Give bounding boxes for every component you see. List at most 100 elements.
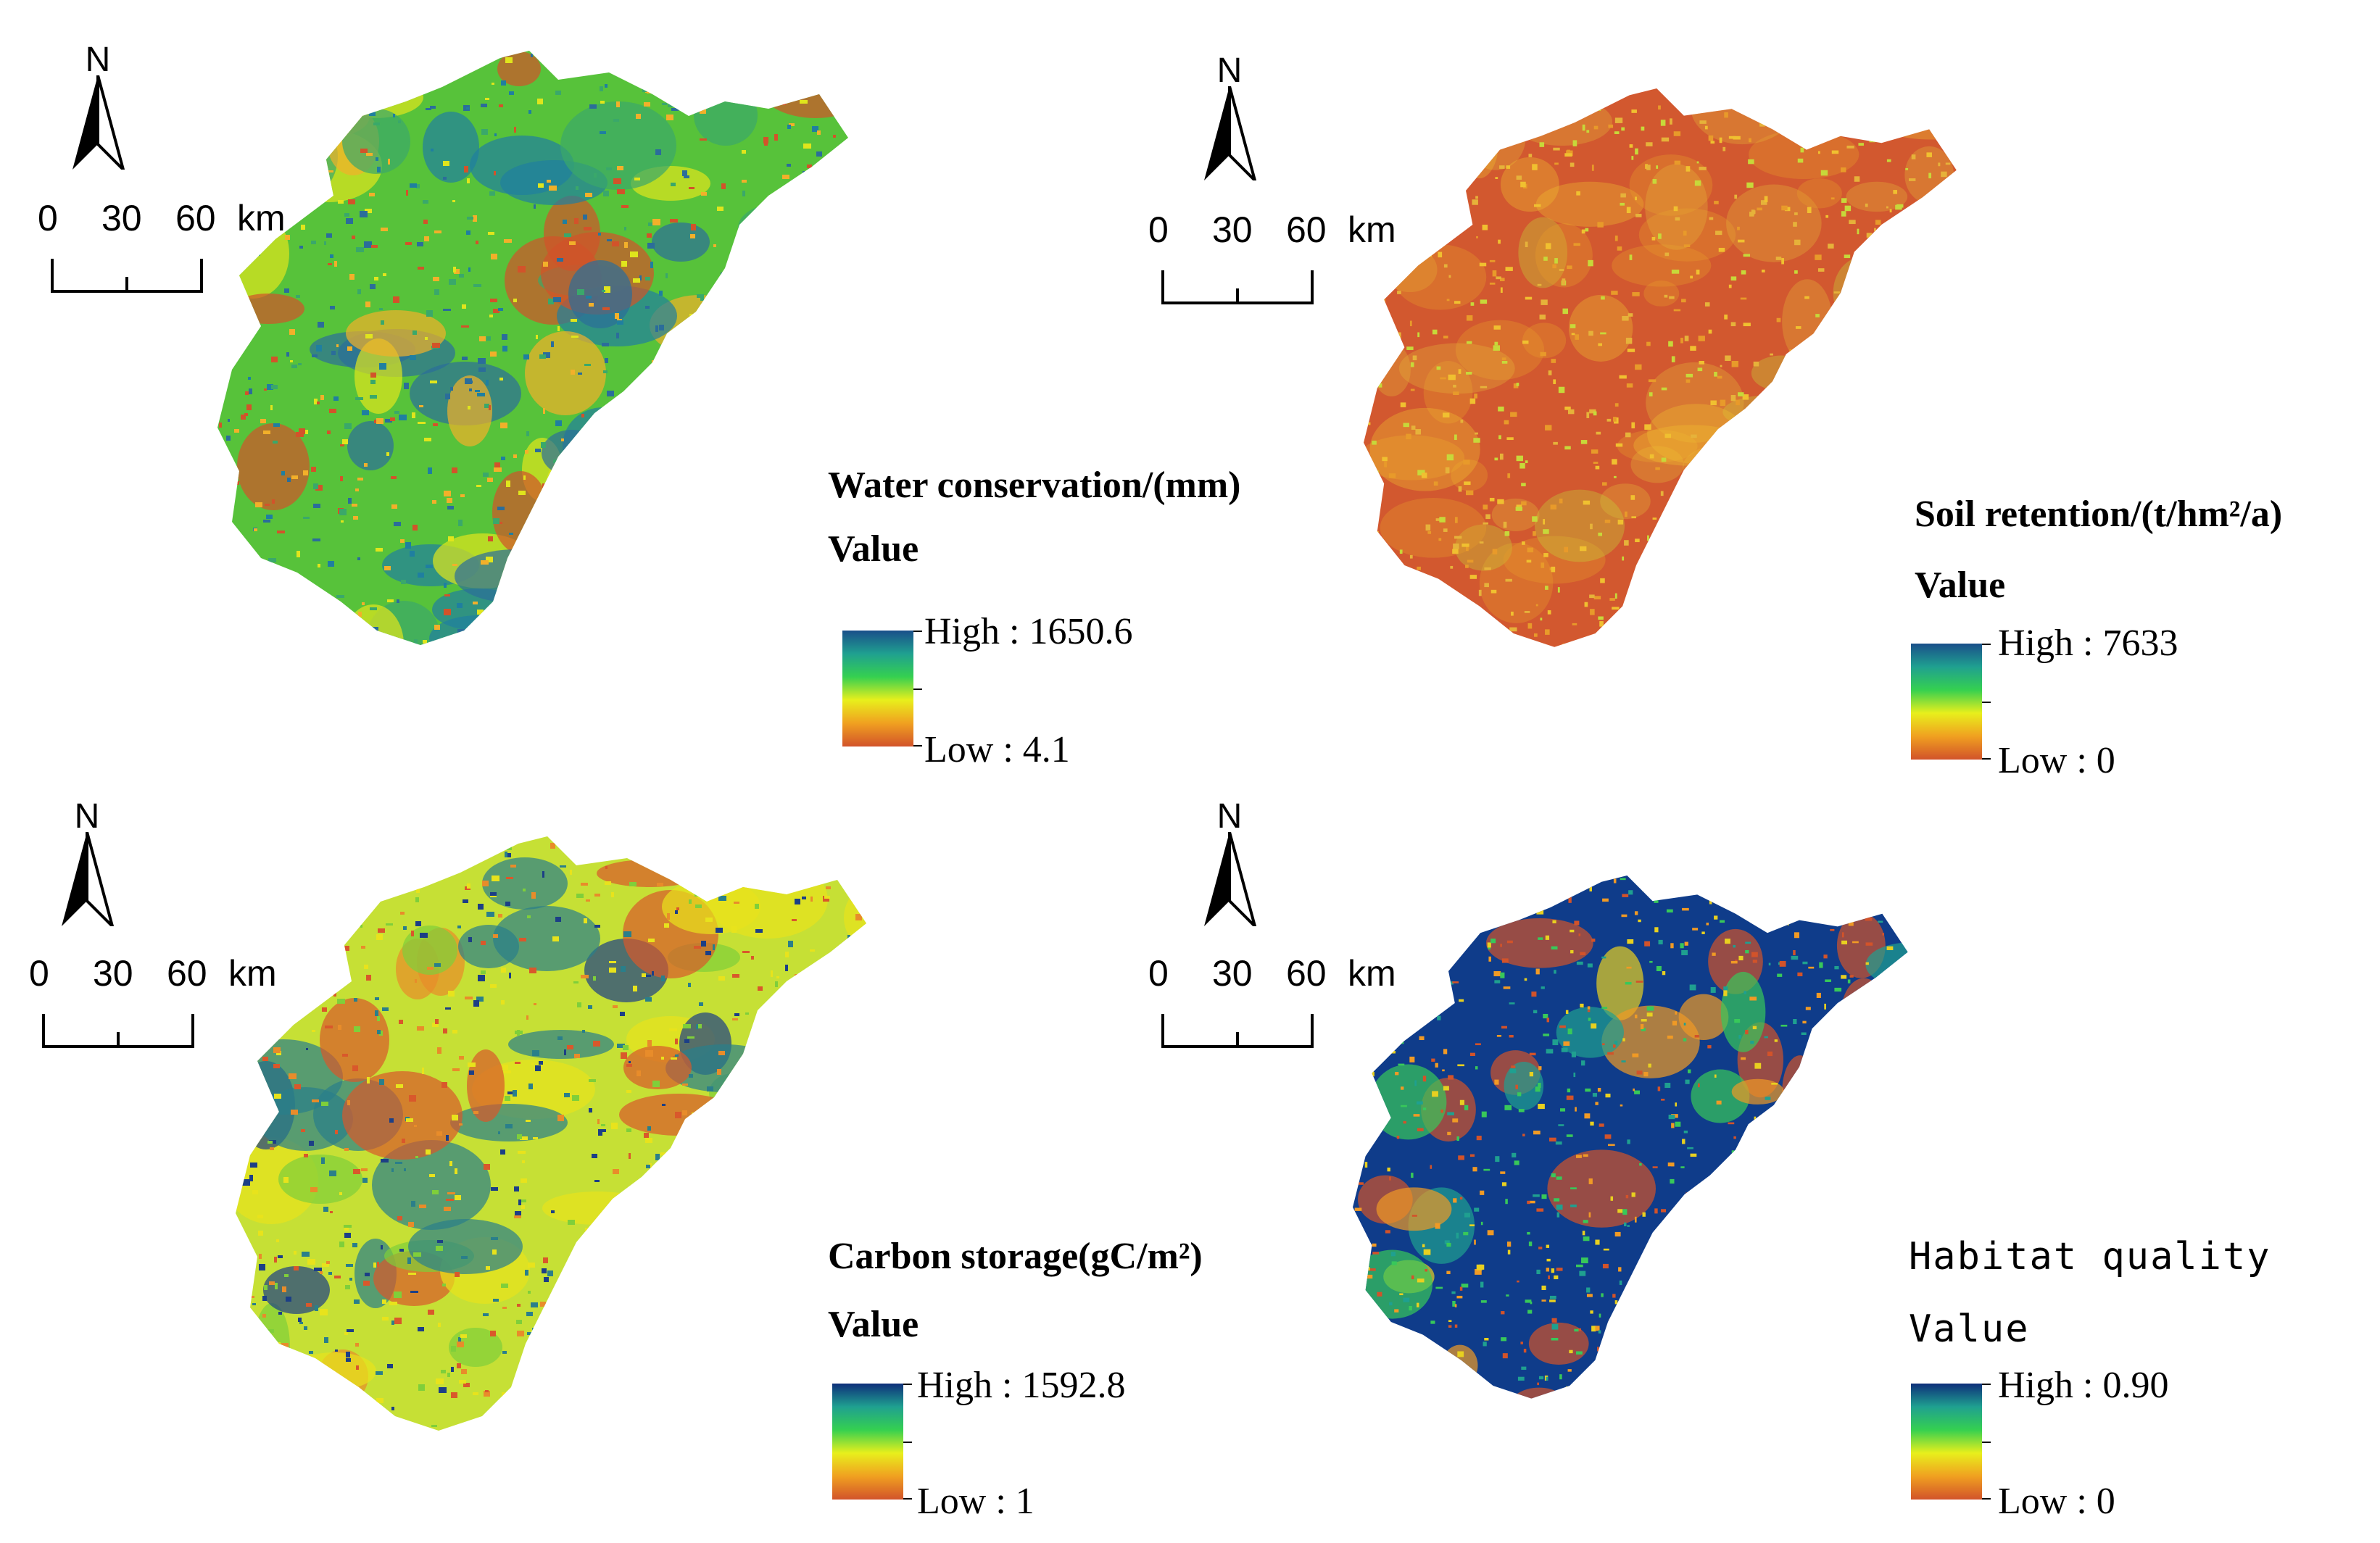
raster-speck — [816, 151, 822, 157]
raster-speck — [265, 1022, 269, 1026]
raster-speck — [347, 1100, 350, 1105]
raster-speck — [323, 1207, 328, 1212]
raster-speck — [1803, 1202, 1807, 1206]
raster-speck — [1612, 459, 1617, 465]
raster-speck — [1366, 531, 1370, 537]
raster-patch — [298, 847, 392, 881]
raster-speck — [1847, 1316, 1851, 1321]
raster-speck — [564, 1049, 566, 1055]
raster-speck — [283, 216, 289, 219]
raster-speck — [1459, 999, 1464, 1002]
raster-speck — [523, 475, 526, 480]
raster-speck — [1712, 952, 1716, 956]
raster-speck — [1939, 1373, 1945, 1378]
raster-speck — [1872, 1020, 1879, 1026]
raster-speck — [1723, 986, 1728, 991]
raster-speck — [872, 109, 879, 114]
raster-speck — [807, 165, 812, 168]
raster-speck — [1849, 1019, 1856, 1024]
raster-speck — [776, 1264, 781, 1270]
raster-speck — [330, 254, 333, 258]
raster-speck — [427, 67, 434, 72]
raster-patch — [1398, 343, 1515, 394]
raster-speck — [845, 229, 848, 235]
raster-speck — [1627, 1139, 1630, 1144]
raster-speck — [1751, 627, 1755, 631]
raster-speck — [1724, 315, 1728, 320]
raster-speck — [486, 1266, 490, 1270]
raster-speck — [243, 1066, 246, 1069]
raster-speck — [870, 1023, 874, 1026]
raster-speck — [1710, 400, 1717, 406]
raster-speck — [258, 575, 262, 577]
raster-speck — [1427, 531, 1432, 534]
raster-speck — [802, 313, 809, 317]
raster-speck — [1504, 1105, 1512, 1110]
raster-speck — [1608, 1144, 1615, 1147]
raster-speck — [346, 218, 353, 224]
raster-speck — [826, 1355, 829, 1357]
raster-speck — [893, 1199, 896, 1201]
raster-speck — [494, 467, 502, 472]
raster-speck — [1710, 141, 1715, 144]
raster-speck — [1591, 165, 1594, 171]
raster-speck — [1599, 1123, 1604, 1127]
raster-speck — [910, 519, 917, 523]
raster-speck — [1733, 1136, 1736, 1139]
raster-speck — [1493, 1421, 1496, 1424]
raster-speck — [741, 1170, 744, 1175]
raster-speck — [628, 1286, 631, 1291]
raster-speck — [839, 266, 842, 272]
raster-speck — [1660, 644, 1667, 647]
raster-speck — [1789, 564, 1792, 567]
raster-speck — [1551, 946, 1558, 950]
raster-speck — [248, 941, 254, 947]
raster-speck — [445, 394, 450, 399]
raster-speck — [1682, 1139, 1686, 1144]
raster-speck — [561, 438, 564, 441]
raster-speck — [1781, 651, 1786, 655]
raster-speck — [617, 320, 623, 325]
raster-speck — [1811, 1057, 1817, 1064]
raster-speck — [1461, 1284, 1469, 1288]
raster-speck — [249, 1175, 253, 1181]
raster-speck — [1576, 1351, 1583, 1355]
raster-speck — [1646, 341, 1651, 346]
raster-speck — [745, 307, 748, 310]
raster-speck — [1707, 1045, 1712, 1049]
raster-speck — [1543, 529, 1549, 534]
raster-speck — [701, 1355, 706, 1359]
raster-speck — [1858, 291, 1861, 297]
raster-speck — [1772, 563, 1780, 570]
raster-speck — [1761, 96, 1766, 102]
raster-speck — [1617, 1209, 1623, 1213]
raster-speck — [1622, 1209, 1628, 1215]
raster-speck — [613, 178, 621, 184]
raster-speck — [600, 86, 603, 91]
raster-speck — [1479, 1264, 1485, 1270]
raster-speck — [494, 171, 496, 175]
raster-speck — [649, 1189, 653, 1193]
raster-speck — [700, 1397, 707, 1399]
raster-speck — [605, 358, 608, 363]
raster-speck — [1483, 522, 1489, 525]
raster-speck — [829, 517, 836, 523]
raster-speck — [1488, 144, 1491, 146]
raster-speck — [1551, 1173, 1556, 1178]
raster-speck — [297, 878, 304, 881]
raster-speck — [775, 518, 782, 522]
raster-speck — [490, 892, 497, 896]
raster-speck — [1745, 949, 1749, 954]
raster-speck — [1874, 228, 1876, 232]
raster-speck — [667, 913, 670, 920]
raster-patch — [1720, 971, 1766, 1052]
raster-speck — [1425, 524, 1431, 531]
raster-speck — [1554, 120, 1560, 123]
raster-speck — [1960, 324, 1965, 329]
raster-speck — [302, 889, 308, 893]
raster-speck — [692, 439, 696, 443]
raster-speck — [528, 1355, 535, 1362]
panel-soil-retention: N 0 30 60 km Soil retention/(t/hm²/a) Va… — [1148, 0, 2379, 781]
raster-speck — [407, 1257, 411, 1264]
raster-speck — [1427, 1371, 1432, 1378]
